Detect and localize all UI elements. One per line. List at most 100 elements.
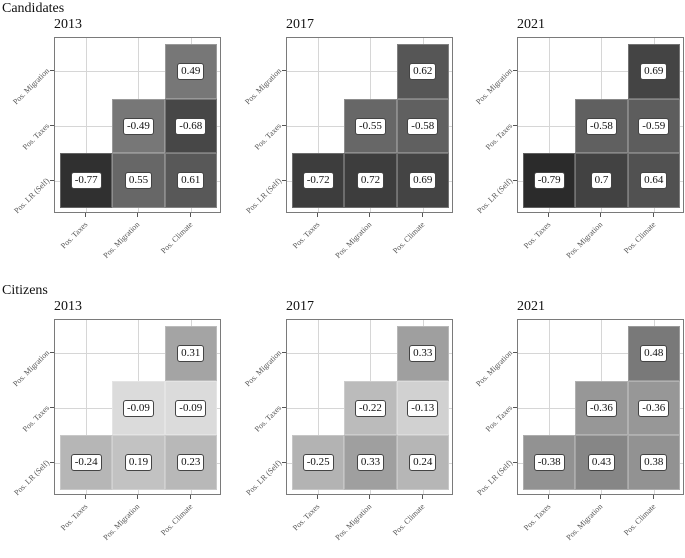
cell-value-label: 0.69 xyxy=(640,62,668,80)
heatmap-cell: 0.43 xyxy=(575,435,628,491)
y-axis-tick xyxy=(282,407,286,409)
y-axis-label: Pos. Migration xyxy=(243,348,284,389)
x-axis-tick xyxy=(652,213,654,217)
x-axis-label: Pos. Climate xyxy=(621,220,658,256)
heatmap-cell: -0.72 xyxy=(292,153,345,209)
heatmap-cell: -0.58 xyxy=(575,98,628,154)
x-axis-label: Pos. Migration xyxy=(333,502,374,542)
y-axis-tick xyxy=(282,70,286,72)
gridline-horizontal xyxy=(55,71,220,73)
gridline-vertical xyxy=(318,320,320,494)
y-axis-tick xyxy=(513,352,517,354)
y-axis-label: Pos. Migration xyxy=(474,66,515,107)
heatmap-cell: -0.49 xyxy=(112,98,165,154)
x-axis-label: Pos. Taxes xyxy=(291,502,322,533)
heatmap-cell: 0.19 xyxy=(112,435,165,491)
cell-value-label: -0.22 xyxy=(354,399,386,417)
heatmap-cell: -0.09 xyxy=(112,380,165,436)
y-axis-label: Pos. LR (Self) xyxy=(475,458,515,497)
gridline-vertical xyxy=(549,38,551,212)
heatmap-panel-candidates-2021: -0.79 0.7 0.64 -0.58 -0.59 0.69 xyxy=(517,37,684,213)
gridline-vertical xyxy=(318,38,320,212)
cell-value-label: -0.36 xyxy=(585,399,617,417)
x-axis-tick xyxy=(317,495,319,499)
heatmap-cell: 0.64 xyxy=(627,153,680,209)
x-axis-tick xyxy=(369,495,371,499)
y-axis-tick xyxy=(282,125,286,127)
y-axis-tick xyxy=(50,352,54,354)
x-axis-tick xyxy=(369,213,371,217)
cell-value-label: 0.72 xyxy=(356,172,385,190)
y-axis-tick xyxy=(513,179,517,181)
panel-title: 2021 xyxy=(517,17,545,32)
heatmap-cell: -0.68 xyxy=(164,98,217,154)
heatmap-cell: 0.49 xyxy=(164,44,217,99)
cell-value-label: 0.43 xyxy=(587,454,616,472)
y-axis-label: Pos. LR (Self) xyxy=(12,176,52,215)
heatmap-cell: 0.62 xyxy=(396,44,449,99)
y-axis-tick xyxy=(50,407,54,409)
heatmap-cell: -0.25 xyxy=(292,435,345,491)
heatmap-cell: 0.33 xyxy=(396,326,449,381)
heatmap-cell: 0.69 xyxy=(396,153,449,209)
x-axis-label: Pos. Climate xyxy=(390,502,427,538)
gridline-horizontal xyxy=(518,71,683,73)
x-axis-label: Pos. Climate xyxy=(621,502,658,538)
heatmap-cell: -0.77 xyxy=(60,153,113,209)
x-axis-tick xyxy=(600,213,602,217)
x-axis-label: Pos. Migration xyxy=(564,502,605,542)
y-axis-label: Pos. Taxes xyxy=(252,121,284,152)
heatmap-cell: -0.55 xyxy=(344,98,397,154)
panel-title: 2017 xyxy=(286,299,314,314)
cell-value-label: -0.38 xyxy=(533,454,565,472)
cell-value-label: 0.64 xyxy=(640,172,668,190)
y-axis-tick xyxy=(50,125,54,127)
y-axis-label: Pos. Migration xyxy=(11,348,52,389)
y-axis-label: Pos. Taxes xyxy=(483,121,515,152)
cell-value-label: -0.09 xyxy=(175,399,207,417)
x-axis-label: Pos. Migration xyxy=(101,220,142,260)
heatmap-cell: -0.09 xyxy=(164,380,217,436)
x-axis-label: Pos. Taxes xyxy=(522,502,553,533)
cell-value-label: 0.23 xyxy=(177,454,205,472)
y-axis-label: Pos. Taxes xyxy=(252,403,284,434)
cell-value-label: -0.24 xyxy=(70,454,102,472)
x-axis-label: Pos. Climate xyxy=(390,220,427,256)
y-axis-tick xyxy=(513,461,517,463)
cell-value-label: -0.58 xyxy=(407,117,439,135)
heatmap-panel-candidates-2017: -0.72 0.72 0.69 -0.55 -0.58 0.62 xyxy=(286,37,453,213)
x-axis-tick xyxy=(317,213,319,217)
x-axis-tick xyxy=(85,213,87,217)
cell-value-label: 0.24 xyxy=(409,454,437,472)
x-axis-label: Pos. Climate xyxy=(158,502,195,538)
x-axis-tick xyxy=(137,213,139,217)
group-title-candidates: Candidates xyxy=(2,1,65,16)
x-axis-tick xyxy=(137,495,139,499)
heatmap-cell: 0.55 xyxy=(112,153,165,209)
heatmap-cell: 0.61 xyxy=(164,153,217,209)
heatmap-cell: 0.69 xyxy=(627,44,680,99)
y-axis-label: Pos. Taxes xyxy=(483,403,515,434)
x-axis-label: Pos. Climate xyxy=(158,220,195,256)
y-axis-tick xyxy=(513,70,517,72)
y-axis-tick xyxy=(513,125,517,127)
heatmap-panel-citizens-2013: -0.24 0.19 0.23 -0.09 -0.09 0.31 xyxy=(54,319,221,495)
cell-value-label: 0.33 xyxy=(356,454,385,472)
gridline-horizontal xyxy=(287,353,452,355)
cell-value-label: 0.55 xyxy=(124,172,153,190)
x-axis-label: Pos. Migration xyxy=(101,502,142,542)
y-axis-tick xyxy=(50,461,54,463)
x-axis-tick xyxy=(652,495,654,499)
heatmap-cell: -0.22 xyxy=(344,380,397,436)
gridline-horizontal xyxy=(55,353,220,355)
y-axis-label: Pos. LR (Self) xyxy=(12,458,52,497)
x-axis-label: Pos. Taxes xyxy=(59,502,90,533)
heatmap-cell: 0.24 xyxy=(396,435,449,491)
x-axis-tick xyxy=(600,495,602,499)
x-axis-tick xyxy=(85,495,87,499)
y-axis-tick xyxy=(282,461,286,463)
y-axis-tick xyxy=(50,70,54,72)
x-axis-label: Pos. Taxes xyxy=(522,220,553,251)
heatmap-panel-candidates-2013: -0.77 0.55 0.61 -0.49 -0.68 0.49 xyxy=(54,37,221,213)
cell-value-label: -0.13 xyxy=(407,399,439,417)
